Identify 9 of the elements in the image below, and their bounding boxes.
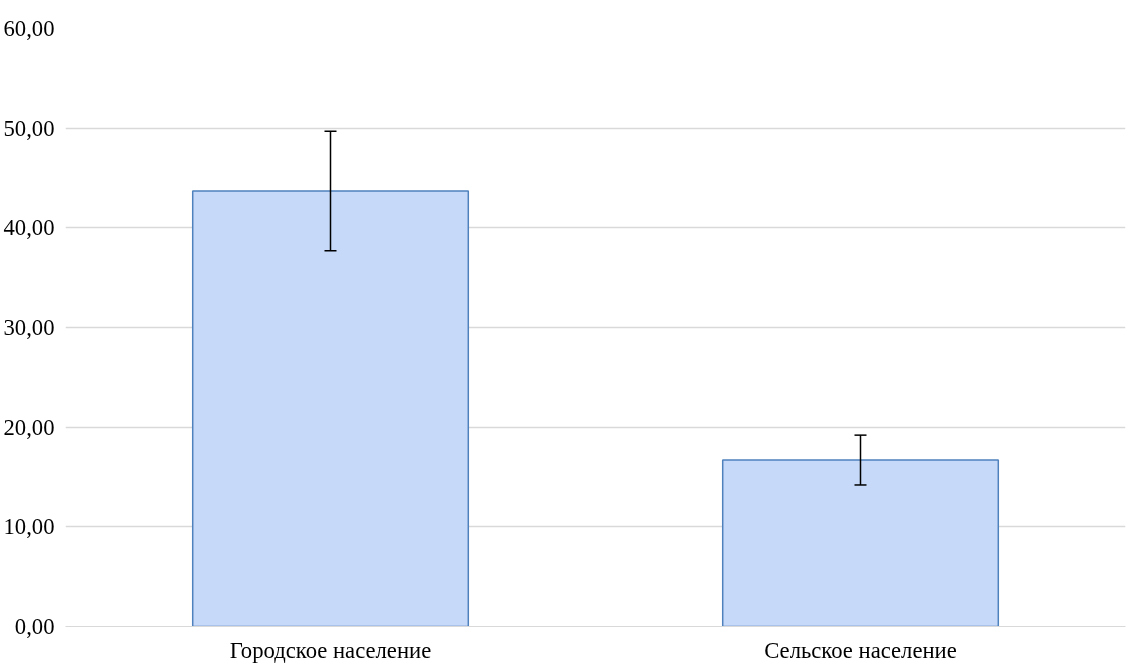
y-tick-label: 40,00 xyxy=(3,215,55,241)
y-tick-label: 0,00 xyxy=(14,614,55,639)
y-tick-label: 30,00 xyxy=(3,315,55,340)
y-tick-label: 60,00 xyxy=(3,16,55,41)
y-tick-label: 50,00 xyxy=(3,115,55,141)
y-tick-label: 10,00 xyxy=(3,514,55,540)
y-tick-label: 20,00 xyxy=(3,414,55,440)
x-tick-label: Городское население xyxy=(229,637,432,663)
x-tick-label: Сельское население xyxy=(764,637,957,663)
